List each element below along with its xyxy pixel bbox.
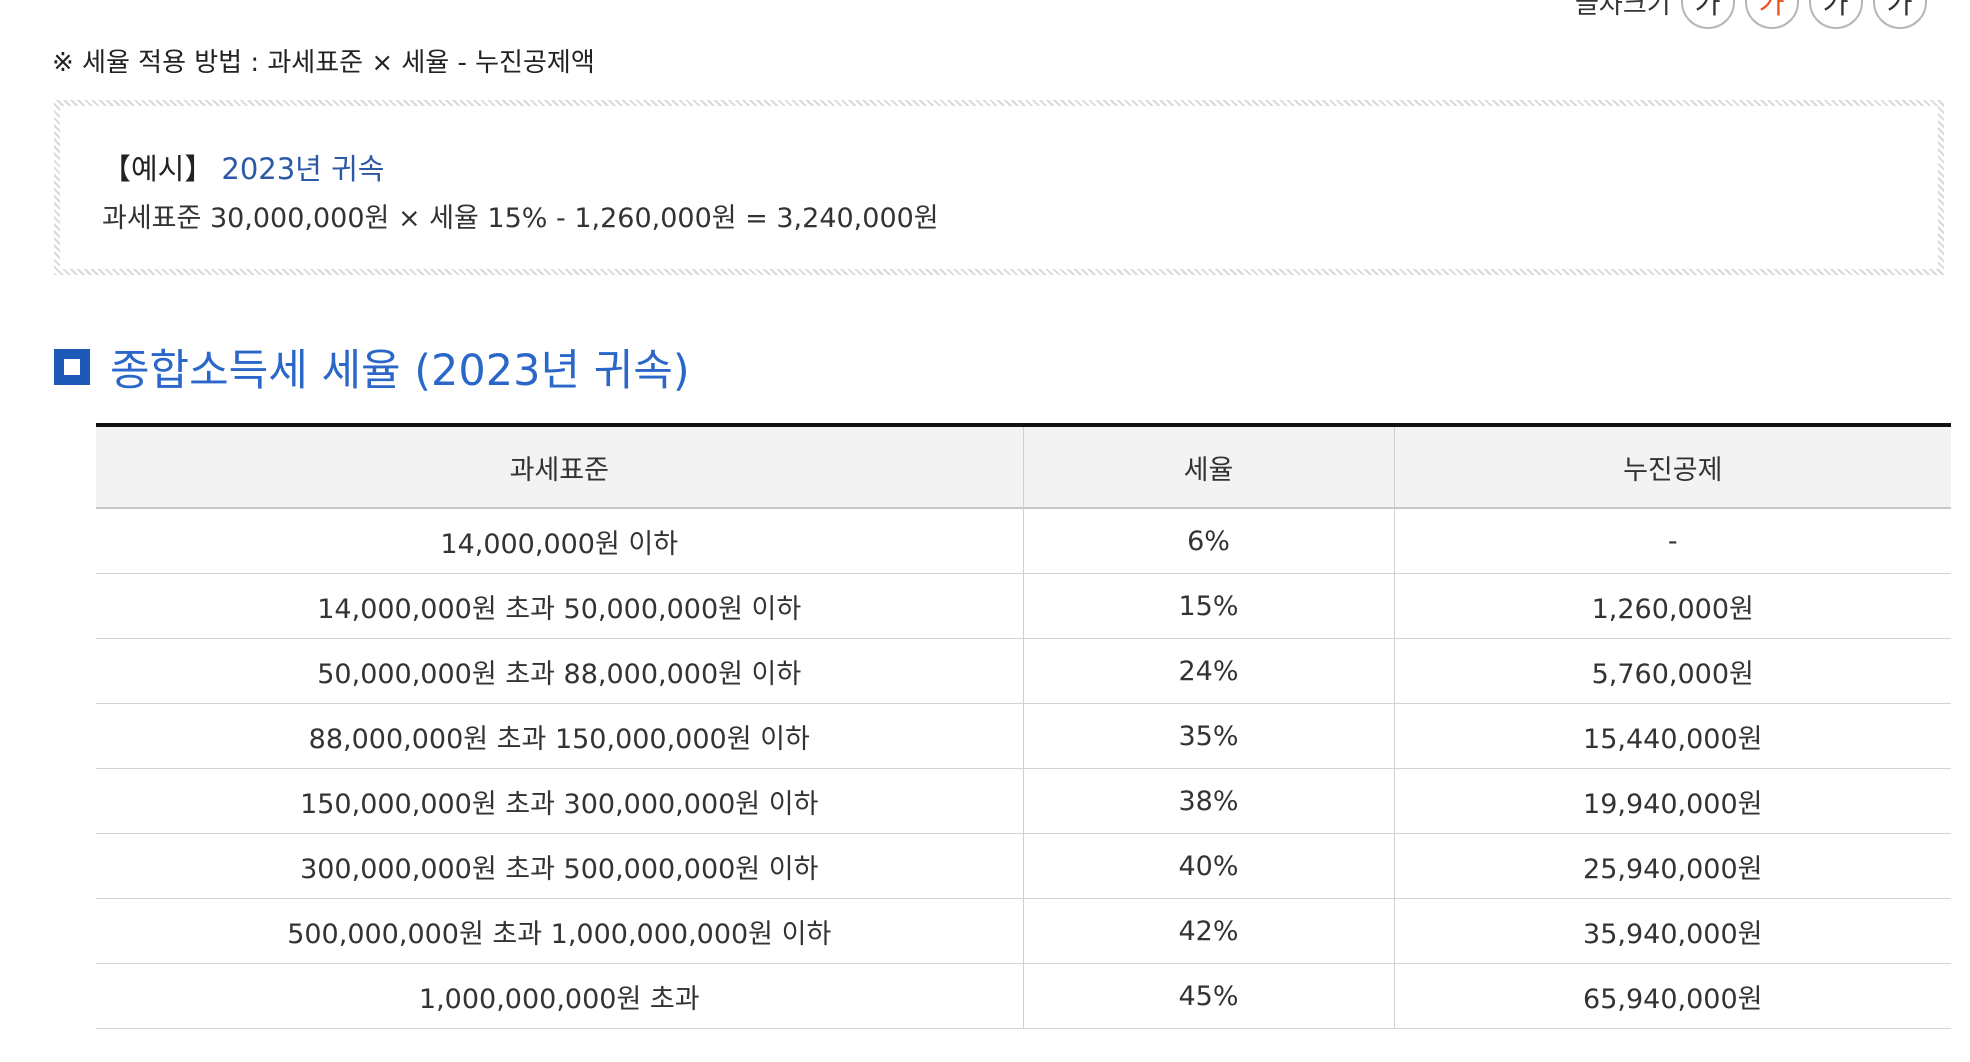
table-row: 14,000,000원 이하 6% - <box>96 508 1951 574</box>
font-size-control: 글자크기 가 가 가 가 <box>1575 0 1927 32</box>
example-formula: 과세표준 30,000,000원 × 세율 15% - 1,260,000원 =… <box>102 203 939 234</box>
tax-rate-cell: 15% <box>1023 573 1395 639</box>
font-size-default-button[interactable]: 가 <box>1744 0 1799 29</box>
section-title: 종합소득세 세율 (2023년 귀속) <box>110 346 690 396</box>
square-bullet-icon <box>54 349 90 385</box>
table-row: 88,000,000원 초과 150,000,000원 이하 35% 15,44… <box>96 703 1951 769</box>
tax-base-cell: 300,000,000원 초과 500,000,000원 이하 <box>96 833 1024 899</box>
deduction-cell: 15,440,000원 <box>1394 703 1951 769</box>
tax-rate-cell: 24% <box>1023 638 1395 704</box>
font-size-larger-button[interactable]: 가 <box>1808 0 1863 29</box>
tax-base-cell: 500,000,000원 초과 1,000,000,000원 이하 <box>96 898 1024 964</box>
deduction-cell: 5,760,000원 <box>1394 638 1951 704</box>
tax-base-cell: 1,000,000,000원 초과 <box>96 963 1024 1029</box>
column-header-progressive-deduction: 누진공제 <box>1394 425 1951 509</box>
table-row: 150,000,000원 초과 300,000,000원 이하 38% 19,9… <box>96 768 1951 834</box>
section-heading: 종합소득세 세율 (2023년 귀속) <box>54 336 690 398</box>
table-row: 50,000,000원 초과 88,000,000원 이하 24% 5,760,… <box>96 638 1951 704</box>
font-size-largest-button[interactable]: 가 <box>1872 0 1927 29</box>
tax-base-cell: 14,000,000원 이하 <box>96 508 1024 574</box>
example-year: 2023년 귀속 <box>221 152 385 186</box>
table-row: 500,000,000원 초과 1,000,000,000원 이하 42% 35… <box>96 898 1951 964</box>
tax-rate-cell: 6% <box>1023 508 1395 574</box>
column-header-tax-rate: 세율 <box>1023 425 1395 509</box>
deduction-cell: 35,940,000원 <box>1394 898 1951 964</box>
example-label: 【예시】 <box>102 152 214 186</box>
tax-base-cell: 14,000,000원 초과 50,000,000원 이하 <box>96 573 1024 639</box>
font-size-label: 글자크기 <box>1575 0 1671 20</box>
table-row: 300,000,000원 초과 500,000,000원 이하 40% 25,9… <box>96 833 1951 899</box>
example-box: 【예시】 2023년 귀속 과세표준 30,000,000원 × 세율 15% -… <box>54 100 1944 275</box>
font-size-smaller-button[interactable]: 가 <box>1680 0 1735 29</box>
table-row: 14,000,000원 초과 50,000,000원 이하 15% 1,260,… <box>96 573 1951 639</box>
deduction-cell: 1,260,000원 <box>1394 573 1951 639</box>
tax-rate-cell: 42% <box>1023 898 1395 964</box>
example-heading: 【예시】 2023년 귀속 <box>102 146 1938 188</box>
tax-rate-cell: 35% <box>1023 703 1395 769</box>
tax-base-cell: 88,000,000원 초과 150,000,000원 이하 <box>96 703 1024 769</box>
tax-rate-cell: 45% <box>1023 963 1395 1029</box>
column-header-tax-base: 과세표준 <box>96 425 1024 509</box>
table-row: 1,000,000,000원 초과 45% 65,940,000원 <box>96 963 1951 1029</box>
tax-rate-cell: 38% <box>1023 768 1395 834</box>
deduction-cell: 65,940,000원 <box>1394 963 1951 1029</box>
tax-rate-table: 과세표준 세율 누진공제 14,000,000원 이하 6% - 14,000,… <box>96 423 1951 1029</box>
tax-method-note: ※ 세율 적용 방법 : 과세표준 × 세율 - 누진공제액 <box>52 48 595 78</box>
tax-rate-cell: 40% <box>1023 833 1395 899</box>
tax-base-cell: 150,000,000원 초과 300,000,000원 이하 <box>96 768 1024 834</box>
deduction-cell: 19,940,000원 <box>1394 768 1951 834</box>
tax-base-cell: 50,000,000원 초과 88,000,000원 이하 <box>96 638 1024 704</box>
deduction-cell: - <box>1394 508 1951 574</box>
table-header-row: 과세표준 세율 누진공제 <box>96 425 1951 509</box>
deduction-cell: 25,940,000원 <box>1394 833 1951 899</box>
